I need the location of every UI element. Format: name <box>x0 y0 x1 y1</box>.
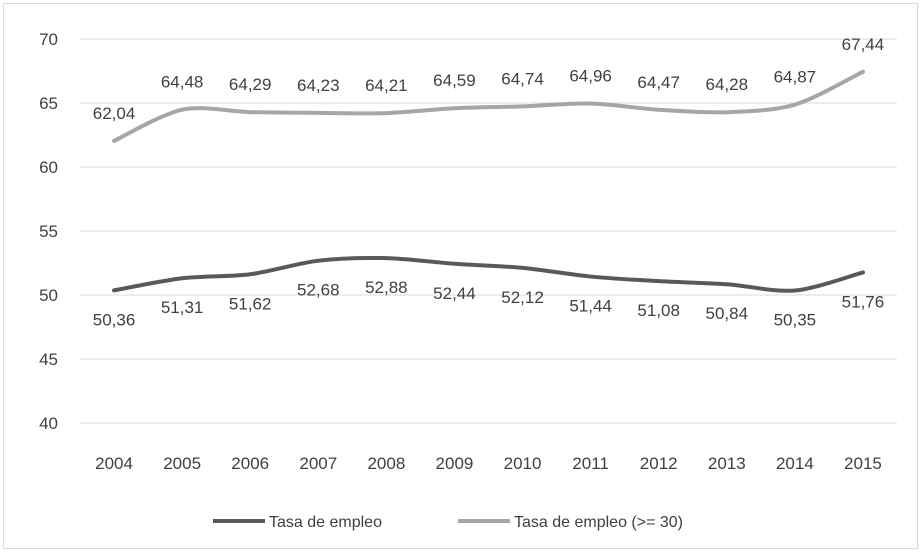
series-line-0 <box>112 255 865 293</box>
data-label: 52,12 <box>501 288 544 307</box>
data-label: 64,29 <box>229 75 272 94</box>
data-label: 52,88 <box>365 278 408 297</box>
data-label: 64,48 <box>161 73 204 92</box>
data-label: 51,31 <box>161 298 204 317</box>
data-label: 64,47 <box>637 73 680 92</box>
x-tick-label: 2005 <box>163 454 201 473</box>
series-line-1 <box>112 69 865 143</box>
data-label: 50,35 <box>774 311 817 330</box>
legend: Tasa de empleo Tasa de empleo (>= 30) <box>213 514 683 531</box>
series-lines <box>112 69 865 293</box>
x-tick-label: 2010 <box>504 454 542 473</box>
x-tick-label: 2008 <box>367 454 405 473</box>
data-label: 51,62 <box>229 294 272 313</box>
y-axis-ticks: 40 45 50 55 60 65 70 <box>39 30 58 433</box>
data-label: 64,74 <box>501 69 544 88</box>
x-tick-label: 2006 <box>231 454 269 473</box>
data-label: 64,28 <box>706 75 749 94</box>
data-label: 64,21 <box>365 76 408 95</box>
x-tick-label: 2004 <box>95 454 133 473</box>
y-tick-label: 70 <box>39 30 58 49</box>
y-tick-label: 45 <box>39 350 58 369</box>
x-tick-label: 2014 <box>776 454 814 473</box>
data-label: 64,59 <box>433 71 476 90</box>
y-tick-label: 60 <box>39 158 58 177</box>
y-tick-label: 55 <box>39 222 58 241</box>
data-label: 64,87 <box>774 68 817 87</box>
data-label: 51,44 <box>569 297 612 316</box>
y-tick-label: 50 <box>39 286 58 305</box>
x-tick-label: 2007 <box>299 454 337 473</box>
data-label: 64,23 <box>297 76 340 95</box>
data-label: 51,76 <box>842 292 885 311</box>
data-label: 50,36 <box>93 310 136 329</box>
chart-frame <box>3 3 918 549</box>
y-tick-label: 65 <box>39 94 58 113</box>
x-axis-ticks: 2004 2005 2006 2007 2008 2009 2010 2011 2012 2013… <box>95 454 882 473</box>
data-label: 62,04 <box>93 104 136 123</box>
x-tick-label: 2011 <box>572 454 609 473</box>
legend-label: Tasa de empleo <box>269 514 382 531</box>
x-tick-label: 2009 <box>436 454 474 473</box>
x-tick-label: 2013 <box>708 454 746 473</box>
x-tick-label: 2015 <box>844 454 882 473</box>
data-label: 51,08 <box>637 301 680 320</box>
y-tick-label: 40 <box>39 414 58 433</box>
gridlines <box>80 38 897 424</box>
x-tick-label: 2012 <box>640 454 678 473</box>
data-label: 52,44 <box>433 284 476 303</box>
data-labels: 50,36 51,31 51,62 52,68 52,88 52,44 52,12 51,44… <box>93 35 884 330</box>
data-label: 64,96 <box>569 67 612 86</box>
data-label: 52,68 <box>297 281 340 300</box>
data-label: 50,84 <box>706 304 749 323</box>
data-label: 67,44 <box>842 35 885 54</box>
legend-label: Tasa de empleo (>= 30) <box>514 514 683 531</box>
